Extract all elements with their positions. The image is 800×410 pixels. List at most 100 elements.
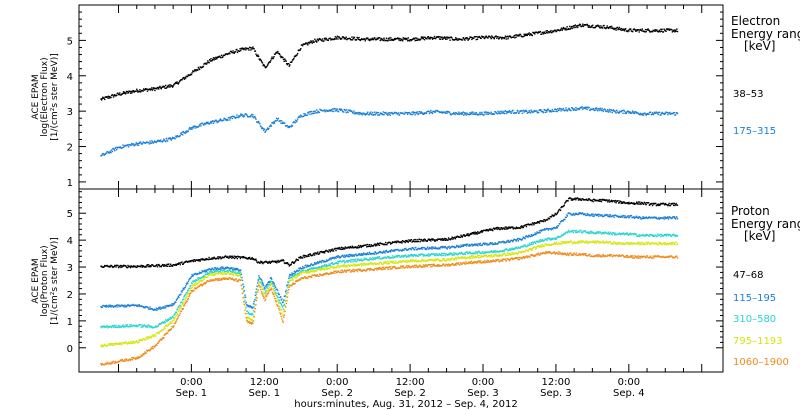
- proton-point: [130, 304, 132, 307]
- electron-point: [357, 111, 360, 114]
- electron-point: [209, 59, 211, 61]
- electron-point: [582, 23, 584, 25]
- proton-point: [461, 252, 463, 255]
- proton-point: [337, 256, 339, 259]
- proton-point: [109, 265, 112, 268]
- electron-point: [444, 37, 446, 39]
- proton-point: [117, 306, 119, 308]
- electron-point: [153, 140, 156, 142]
- proton-point: [556, 212, 558, 214]
- proton-point: [107, 305, 109, 307]
- proton-point: [275, 260, 277, 262]
- proton-point: [278, 261, 280, 263]
- proton-point: [243, 256, 245, 259]
- electron-point: [496, 113, 499, 115]
- proton-point: [384, 252, 386, 254]
- proton-point: [178, 308, 181, 311]
- proton-point: [508, 226, 510, 228]
- proton-point: [217, 269, 219, 271]
- proton-point: [300, 255, 302, 258]
- proton-point: [564, 201, 567, 203]
- proton-point: [538, 239, 541, 241]
- proton-point: [244, 302, 247, 304]
- proton-point: [395, 256, 398, 258]
- electron-point: [132, 143, 135, 145]
- electron-point: [241, 47, 244, 49]
- electron-point: [578, 24, 580, 27]
- proton-point: [651, 202, 653, 205]
- proton-point: [584, 230, 587, 232]
- proton-point: [547, 219, 549, 221]
- proton-point: [473, 231, 475, 234]
- proton-point: [175, 299, 178, 301]
- proton-point: [651, 204, 654, 207]
- electron-point: [382, 111, 385, 113]
- proton-point: [271, 280, 273, 283]
- electron-point: [352, 37, 354, 40]
- electron-point: [150, 142, 152, 144]
- proton-point: [148, 326, 151, 328]
- proton-point: [669, 204, 672, 207]
- electron-point: [660, 114, 662, 116]
- electron-point: [388, 112, 391, 114]
- proton-point: [172, 303, 174, 305]
- proton-point: [124, 304, 126, 306]
- proton-point: [327, 264, 330, 267]
- electron-point: [229, 53, 231, 55]
- proton-point: [487, 243, 489, 245]
- proton-point: [409, 240, 411, 242]
- proton-point: [283, 260, 285, 262]
- proton-point: [167, 304, 169, 307]
- electron-point: [379, 39, 381, 42]
- proton-point: [375, 243, 377, 246]
- electron-point: [617, 111, 619, 113]
- electron-point: [229, 119, 231, 121]
- proton-point: [444, 254, 447, 257]
- proton-point: [369, 252, 371, 254]
- electron-point: [148, 142, 150, 144]
- proton-point: [166, 318, 169, 321]
- electron-point: [531, 34, 533, 37]
- proton-point: [125, 324, 127, 326]
- electron-point: [514, 37, 516, 39]
- electron-point: [166, 86, 169, 88]
- electron-point: [420, 36, 423, 38]
- proton-point: [663, 203, 665, 205]
- electron-point: [565, 27, 567, 30]
- proton-point: [121, 265, 123, 267]
- proton-point: [163, 265, 165, 267]
- proton-point: [618, 233, 620, 235]
- proton-point: [415, 240, 418, 243]
- proton-point: [607, 215, 610, 218]
- electron-point: [595, 25, 598, 28]
- proton-point: [182, 263, 184, 265]
- proton-point: [257, 286, 259, 288]
- electron-point: [577, 26, 579, 29]
- proton-point: [609, 216, 611, 218]
- proton-point: [175, 264, 178, 266]
- proton-point: [354, 258, 357, 261]
- proton-point: [546, 239, 548, 241]
- proton-point: [657, 218, 659, 220]
- proton-point: [177, 263, 179, 265]
- electron-point: [195, 70, 197, 72]
- electron-point: [554, 108, 557, 110]
- electron-point: [314, 110, 316, 112]
- proton-point: [624, 215, 626, 217]
- electron-point: [542, 33, 545, 35]
- proton-point: [550, 238, 552, 240]
- proton-point: [635, 233, 637, 235]
- electron-point: [413, 38, 416, 40]
- proton-point: [565, 216, 567, 219]
- proton-point: [508, 249, 510, 251]
- electron-point: [530, 109, 532, 111]
- proton-point: [508, 241, 510, 243]
- electron-point: [507, 111, 510, 113]
- electron-point: [137, 142, 139, 144]
- proton-point: [600, 198, 602, 201]
- electron-point: [312, 40, 314, 42]
- electron-point: [489, 113, 492, 115]
- proton-point: [584, 213, 586, 215]
- electron-point: [163, 139, 166, 141]
- proton-point: [575, 213, 577, 216]
